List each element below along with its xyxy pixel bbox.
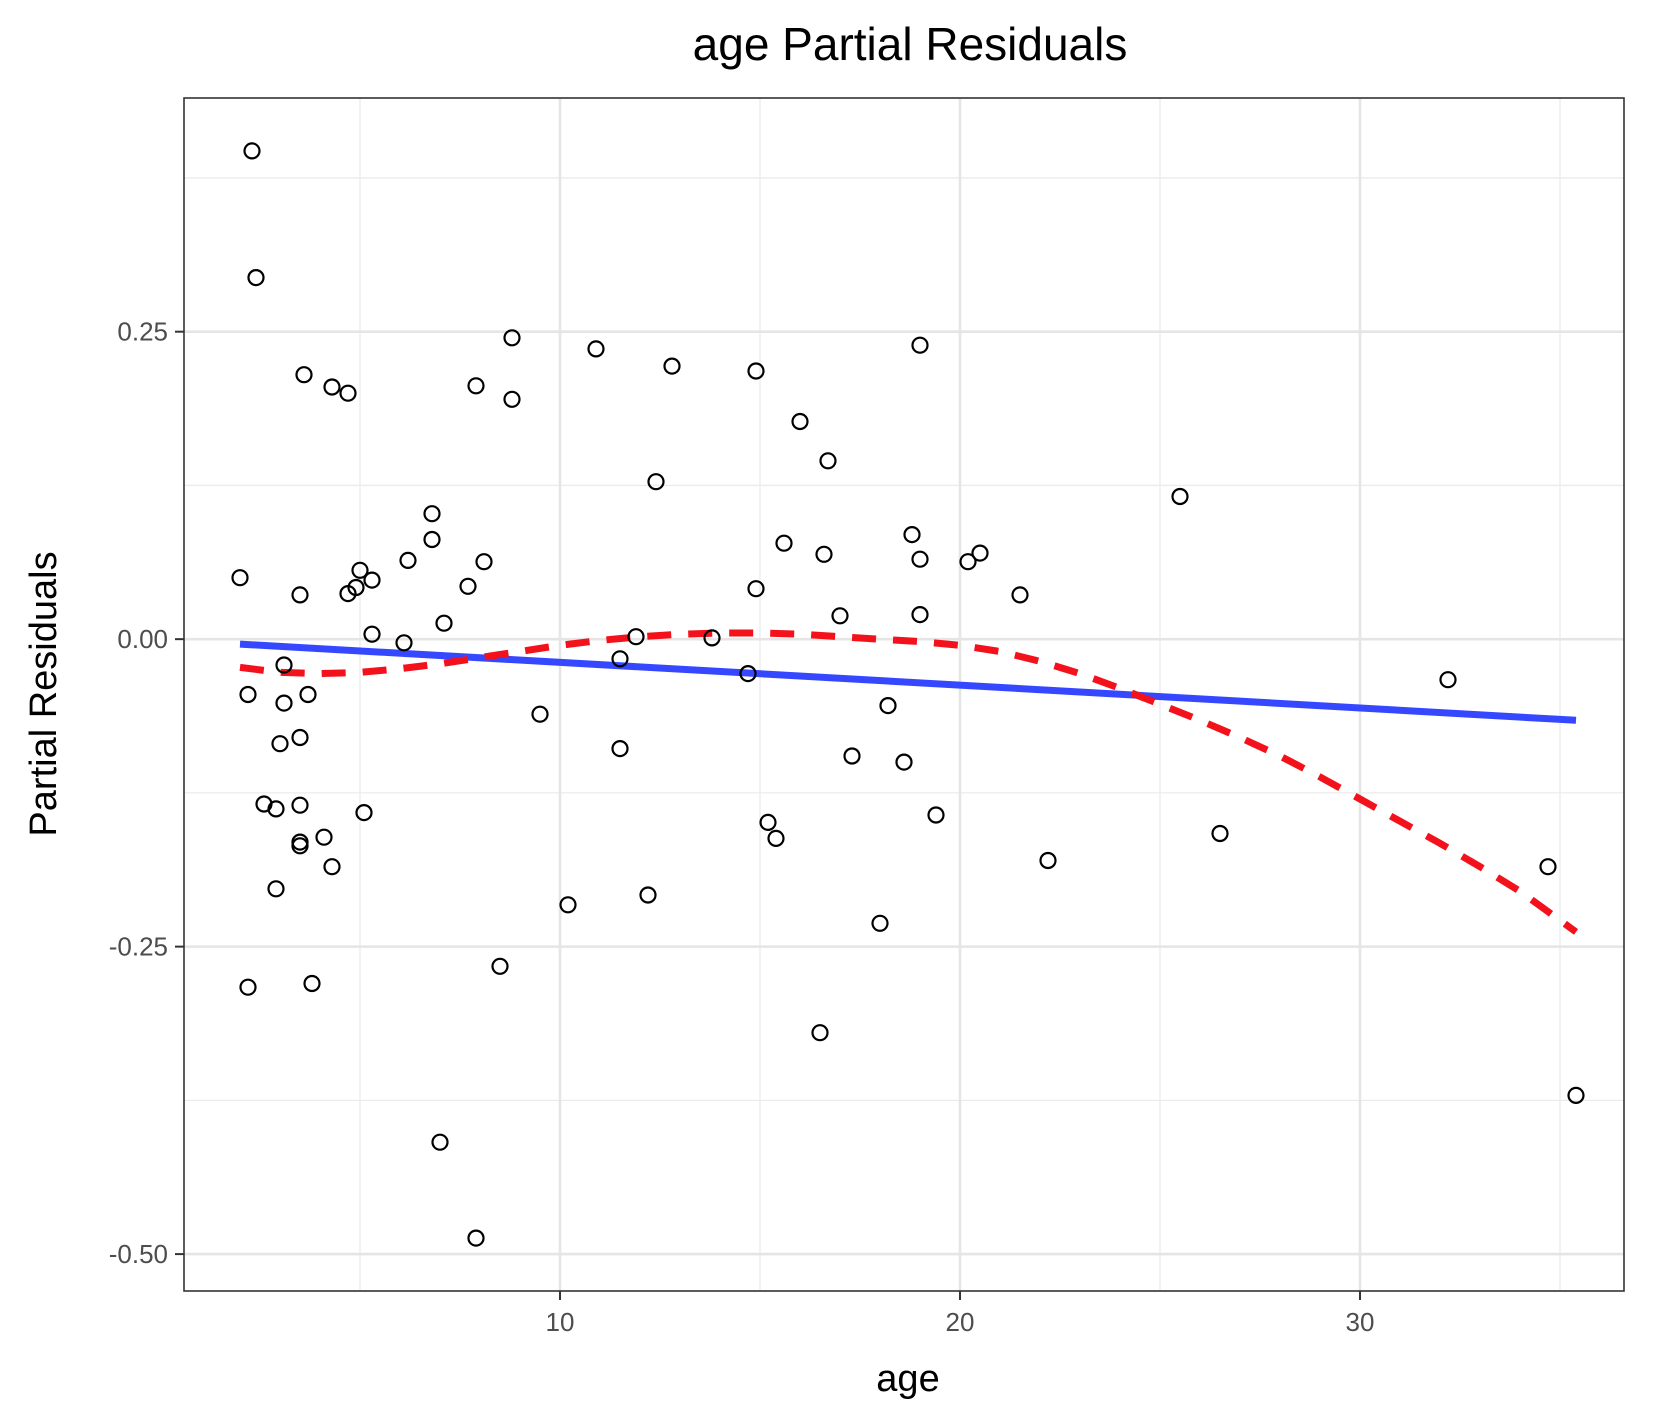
residual-point: [351, 561, 369, 579]
residual-point: [271, 735, 289, 753]
residual-points: [231, 142, 1585, 1247]
residual-point: [267, 880, 285, 898]
residual-point: [423, 505, 441, 523]
residual-point: [927, 806, 945, 824]
residual-point: [627, 628, 645, 646]
residual-point: [239, 978, 257, 996]
residual-point: [831, 607, 849, 625]
residual-point: [775, 534, 793, 552]
residual-point: [791, 412, 809, 431]
residual-point: [303, 974, 321, 993]
x-tick-label: 30: [1346, 1307, 1375, 1337]
residual-point: [247, 269, 265, 287]
x-tick-label: 10: [546, 1307, 575, 1337]
linear-fit-line: [239, 640, 1577, 724]
residual-point: [587, 340, 605, 358]
residual-point: [275, 694, 293, 712]
x-tick-label: 20: [946, 1307, 975, 1337]
residual-point: [339, 384, 357, 402]
residual-point: [811, 1024, 829, 1042]
residual-point: [291, 728, 309, 747]
residual-point: [503, 329, 521, 347]
residual-point: [843, 747, 861, 765]
residual-point: [531, 705, 549, 723]
residual-point: [959, 553, 977, 571]
residual-point: [323, 378, 341, 396]
y-axis-title: Partial Residuals: [23, 551, 65, 836]
residual-point: [475, 553, 493, 571]
residual-point: [467, 377, 485, 395]
axis-ticks: 10 20 30 0.25 0.00 -0.25 -0.50: [109, 317, 1375, 1337]
residual-point: [435, 614, 453, 632]
residual-point: [759, 813, 777, 832]
residual-point: [503, 390, 521, 408]
residual-point: [971, 544, 989, 562]
residual-point: [911, 336, 929, 354]
residual-point: [291, 796, 309, 814]
residual-point: [275, 656, 293, 674]
residual-point: [467, 1229, 485, 1247]
residual-point: [911, 550, 929, 568]
residual-point: [291, 837, 309, 855]
y-tick-label: 0.25: [117, 317, 168, 347]
residual-point: [611, 739, 629, 758]
major-gridlines: [184, 98, 1624, 1291]
residual-point: [459, 577, 477, 595]
residual-point: [879, 696, 897, 715]
residual-point: [399, 551, 417, 570]
residual-point: [911, 605, 929, 624]
residual-point: [315, 828, 333, 846]
smooth-fit-line: [239, 629, 1579, 935]
residual-point: [291, 586, 309, 604]
residual-point: [815, 545, 833, 563]
residual-point: [355, 803, 373, 822]
residual-point: [1171, 487, 1189, 506]
residual-point: [611, 650, 629, 668]
residual-point: [1211, 824, 1229, 843]
residual-point: [647, 473, 665, 491]
residual-point: [903, 525, 921, 544]
residual-point: [819, 452, 837, 470]
residual-point: [1439, 671, 1457, 689]
residual-point: [295, 366, 313, 384]
residual-point: [431, 1133, 449, 1151]
residual-point: [1539, 858, 1557, 876]
residual-point: [895, 753, 913, 771]
residual-point: [767, 829, 785, 848]
residual-point: [747, 362, 765, 380]
residual-point: [703, 629, 721, 647]
residual-point: [363, 625, 381, 643]
residual-point: [347, 578, 365, 597]
residual-point: [243, 142, 261, 160]
residual-point: [747, 580, 765, 598]
y-tick-label: -0.50: [109, 1239, 168, 1269]
residual-point: [559, 896, 577, 914]
residual-point: [871, 914, 889, 932]
residual-point: [1039, 851, 1057, 870]
residual-point: [231, 569, 249, 587]
residual-point: [639, 886, 657, 904]
x-axis-title: age: [876, 1358, 939, 1400]
residual-point: [395, 634, 413, 652]
y-tick-label: 0.00: [117, 624, 168, 654]
chart-title: age Partial Residuals: [693, 18, 1128, 70]
residual-point: [363, 571, 381, 589]
y-tick-label: -0.25: [109, 932, 168, 962]
residual-point: [299, 685, 317, 704]
residual-point: [267, 800, 285, 818]
residual-point: [1011, 586, 1029, 604]
panel-border: [183, 97, 1625, 1292]
fit-lines: [239, 629, 1579, 935]
residual-point: [239, 685, 257, 704]
residual-point: [1567, 1086, 1585, 1105]
residual-point: [739, 664, 757, 683]
minor-gridlines: [184, 98, 1624, 1291]
residual-point: [663, 357, 681, 375]
residual-point: [491, 957, 509, 975]
residual-point: [423, 530, 441, 549]
residual-point: [323, 858, 341, 876]
